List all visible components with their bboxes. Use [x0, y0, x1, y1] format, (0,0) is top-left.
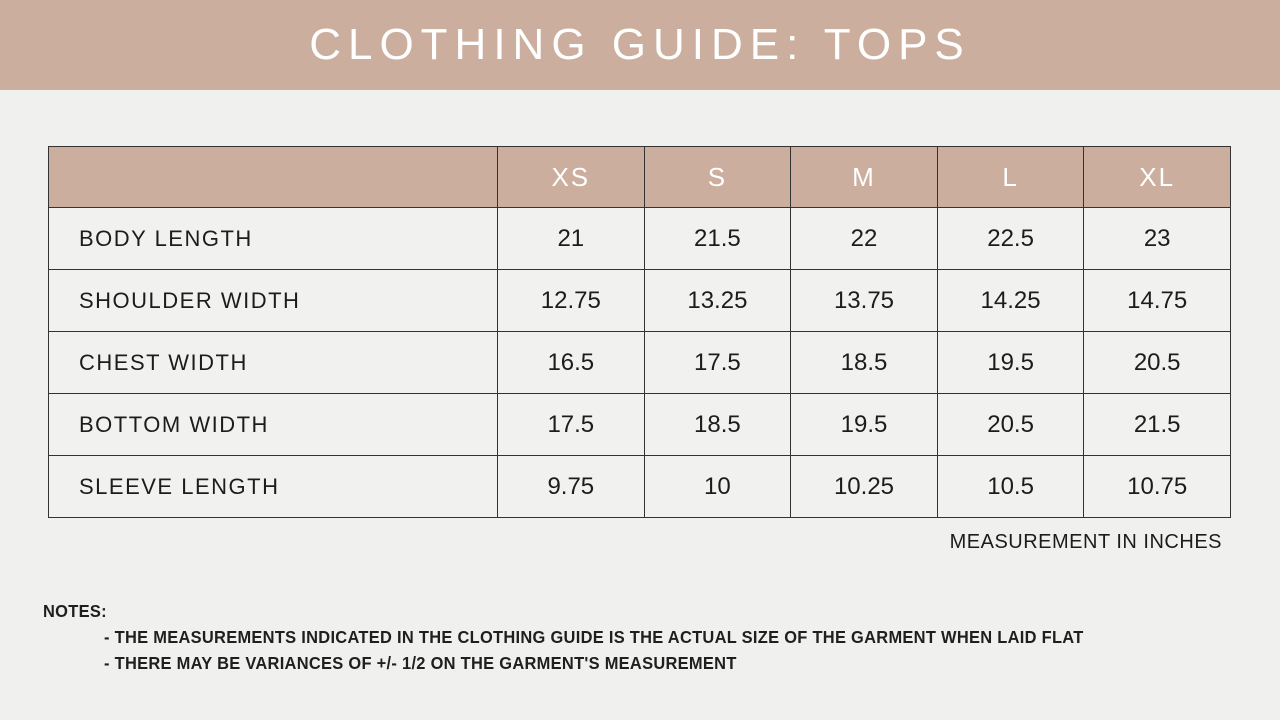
row-label-body-length: BODY LENGTH: [48, 207, 498, 270]
table-cell: 21: [497, 207, 645, 270]
row-label-bottom-width: BOTTOM WIDTH: [48, 393, 498, 456]
table-cell: 10: [643, 455, 792, 518]
table-cell: 14.25: [936, 269, 1085, 332]
table-row: BOTTOM WIDTH 17.5 18.5 19.5 20.5 21.5: [48, 393, 1231, 456]
table-cell: 9.75: [497, 455, 645, 518]
measurement-unit-note: MEASUREMENT IN INCHES: [949, 531, 1222, 553]
table-cell: 12.75: [497, 269, 645, 332]
table-cell: 17.5: [643, 331, 792, 394]
note-item: - THERE MAY BE VARIANCES OF +/- 1/2 ON T…: [104, 653, 737, 673]
row-label-shoulder-width: SHOULDER WIDTH: [48, 269, 498, 332]
table-cell: 21.5: [643, 207, 792, 270]
header-banner: CLOTHING GUIDE: TOPS: [0, 0, 1280, 90]
column-header-xl: XL: [1083, 146, 1231, 208]
table-cell: 22: [790, 207, 938, 270]
page-title: CLOTHING GUIDE: TOPS: [309, 20, 971, 69]
table-cell: 16.5: [497, 331, 645, 394]
table-cell: 14.75: [1083, 269, 1231, 332]
table-cell: 23: [1083, 207, 1231, 270]
table-cell: 10.25: [790, 455, 938, 518]
table-row: BODY LENGTH 21 21.5 22 22.5 23: [48, 207, 1231, 270]
main-content: XS S M L XL BODY LENGTH 21 21.5 22 22.5 …: [43, 146, 1231, 676]
table-cell: 10.5: [936, 455, 1085, 518]
notes-heading: NOTES:: [43, 601, 107, 621]
table-row: SHOULDER WIDTH 12.75 13.25 13.75 14.25 1…: [48, 269, 1231, 332]
row-label-chest-width: CHEST WIDTH: [48, 331, 498, 394]
row-label-sleeve-length: SLEEVE LENGTH: [48, 455, 498, 518]
table-row: CHEST WIDTH 16.5 17.5 18.5 19.5 20.5: [48, 331, 1231, 394]
table-cell: 20.5: [1083, 331, 1231, 394]
table-cell: 17.5: [497, 393, 645, 456]
column-header-m: M: [790, 146, 938, 208]
column-header-l: L: [936, 146, 1085, 208]
column-header-xs: XS: [497, 146, 645, 208]
size-chart-table: XS S M L XL BODY LENGTH 21 21.5 22 22.5 …: [48, 146, 1231, 518]
table-cell: 19.5: [936, 331, 1085, 394]
table-cell: 20.5: [936, 393, 1085, 456]
column-header-s: S: [643, 146, 792, 208]
table-row: SLEEVE LENGTH 9.75 10 10.25 10.5 10.75: [48, 455, 1231, 518]
table-cell: 21.5: [1083, 393, 1231, 456]
table-cell: 13.75: [790, 269, 938, 332]
table-cell: 22.5: [936, 207, 1085, 270]
notes-section: NOTES: - THE MEASUREMENTS INDICATED IN T…: [43, 598, 1230, 676]
table-corner-cell: [48, 146, 498, 208]
table-cell: 19.5: [790, 393, 938, 456]
table-cell: 10.75: [1083, 455, 1231, 518]
table-cell: 18.5: [790, 331, 938, 394]
note-item: - THE MEASUREMENTS INDICATED IN THE CLOT…: [104, 627, 1084, 647]
table-header-row: XS S M L XL: [48, 146, 1231, 208]
table-cell: 18.5: [643, 393, 792, 456]
table-cell: 13.25: [643, 269, 792, 332]
